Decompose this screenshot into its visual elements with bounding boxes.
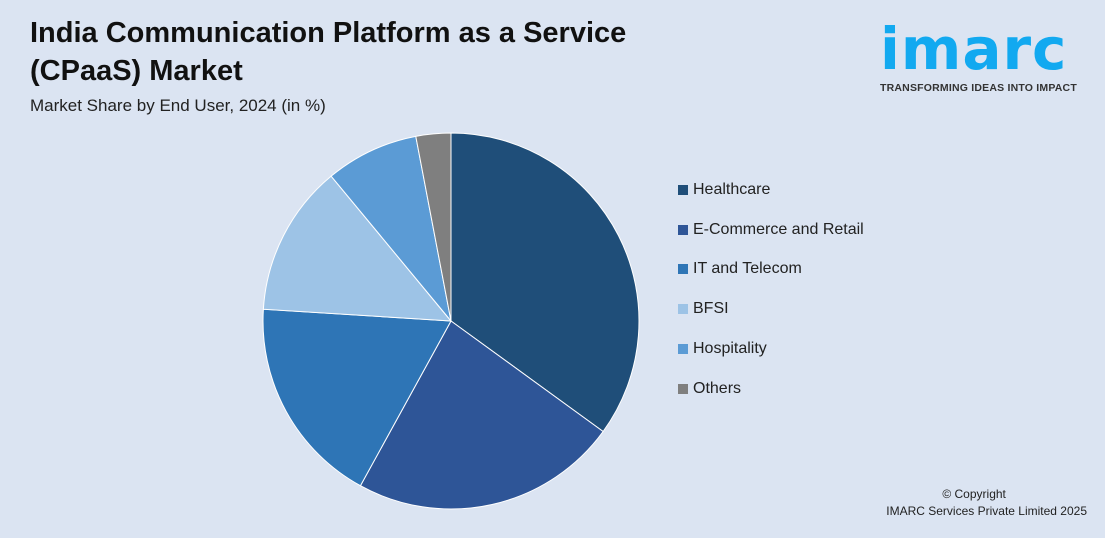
legend-item: Others — [678, 359, 864, 419]
legend-item: E-Commerce and Retail — [678, 200, 864, 260]
chart-legend: Healthcare E-Commerce and Retail IT and Te… — [678, 180, 864, 419]
legend-swatch — [678, 344, 688, 355]
legend-label: IT and Telecom — [693, 260, 802, 278]
logo-wordmark: imarc — [880, 15, 1068, 83]
legend-label: Hospitality — [693, 340, 767, 358]
chart-title: India Communication Platform as a Servic… — [30, 17, 627, 87]
legend-item: Healthcare — [678, 160, 864, 220]
legend-label: E-Commerce and Retail — [693, 220, 864, 238]
legend-swatch — [678, 224, 688, 235]
imarc-logo: imarc TRANSFORMING IDEAS INTO IMPACT — [880, 14, 1095, 94]
copyright-notice: © Copyright IMARC Services Private Limit… — [886, 486, 1087, 520]
pie-slice-others — [415, 132, 452, 322]
copyright-label: © Copyright — [942, 487, 1006, 501]
legend-item: Hospitality — [678, 319, 864, 379]
legend-item: BFSI — [678, 279, 864, 339]
legend-item: IT and Telecom — [678, 240, 864, 300]
legend-swatch — [678, 184, 688, 195]
pie-slice-bfsi — [262, 175, 453, 322]
legend-label: Healthcare — [693, 180, 771, 198]
pie-slice-healthcare — [450, 132, 640, 433]
logo-tagline: TRANSFORMING IDEAS INTO IMPACT — [880, 82, 1077, 94]
copyright-company: IMARC Services Private Limited 2025 — [886, 504, 1087, 518]
legend-swatch — [678, 264, 688, 275]
pie-slice-it-and-telecom — [262, 308, 452, 487]
pie-slice-e-commerce-and-retail — [359, 320, 604, 510]
pie-slice-hospitality — [330, 135, 452, 322]
chart-subtitle: Market Share by End User, 2024 (in %) — [30, 96, 326, 115]
legend-swatch — [678, 383, 688, 394]
legend-label: BFSI — [693, 300, 729, 318]
legend-swatch — [678, 304, 688, 315]
legend-label: Others — [693, 379, 742, 397]
